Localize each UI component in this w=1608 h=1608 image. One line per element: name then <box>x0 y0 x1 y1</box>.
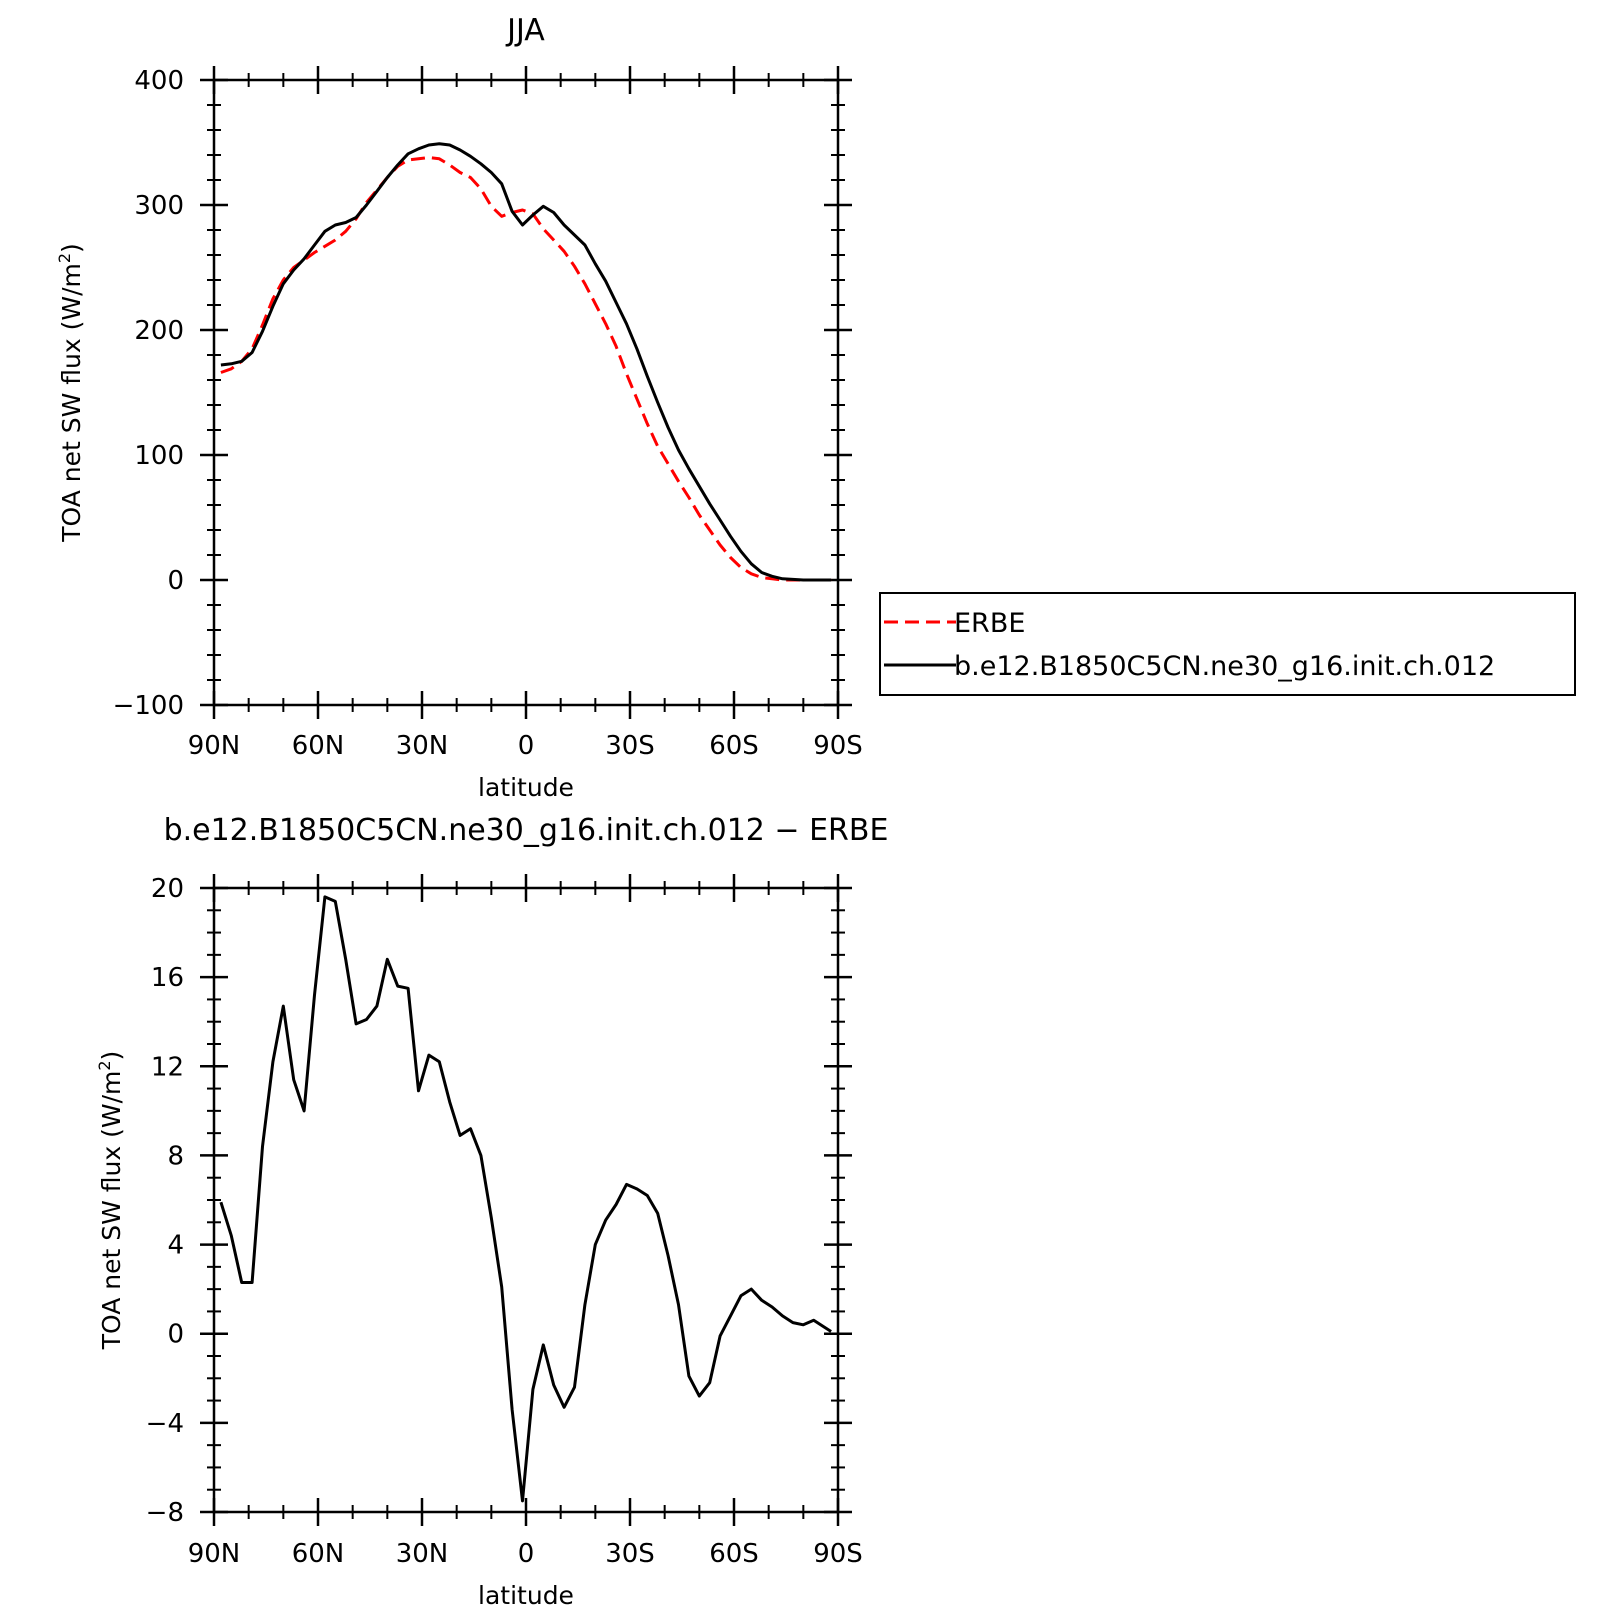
x-tick-label: 30N <box>396 731 449 761</box>
top-panel: JJA −100 0 100 200 300 400 90N 60N 30N 0 30S 60S 90S l… <box>55 13 863 802</box>
y-axis-label: TOA net SW flux (W/m2) <box>55 243 86 543</box>
y-tick-label: −100 <box>113 691 184 721</box>
y-axis-label-text: TOA net SW flux (W/m <box>57 263 86 543</box>
chart-title: b.e12.B1850C5CN.ne30_g16.init.ch.012 − E… <box>164 813 889 848</box>
x-tick-label: 60N <box>292 1539 345 1569</box>
x-tick-label: 0 <box>518 731 535 761</box>
y-tick-label: 100 <box>134 441 184 471</box>
x-tick-label: 0 <box>518 1539 535 1569</box>
x-axis-label: latitude <box>478 1581 574 1608</box>
x-tick-label: 60S <box>709 731 759 761</box>
legend-label: b.e12.B1850C5CN.ne30_g16.init.ch.012 <box>954 651 1495 682</box>
y-tick-label: 400 <box>134 66 184 96</box>
y-tick-label: 0 <box>167 1320 184 1350</box>
legend-box <box>879 592 1576 696</box>
x-tick-label: 90N <box>188 731 241 761</box>
y-tick-label: 200 <box>134 316 184 346</box>
series-line-second <box>220 142 832 582</box>
y-axis-label-text: TOA net SW flux (W/m <box>97 1071 126 1351</box>
x-tick-label: 30N <box>396 1539 449 1569</box>
x-tick-label: 60S <box>709 1539 759 1569</box>
y-axis-label-end: ) <box>97 1051 126 1061</box>
y-tick-label: 4 <box>167 1231 184 1261</box>
y-tick-label: 12 <box>151 1052 184 1082</box>
x-tick-label: 60N <box>292 731 345 761</box>
legend: ERBE b.e12.B1850C5CN.ne30_g16.init.ch.012 <box>879 592 1576 696</box>
series-line-first <box>219 895 832 1503</box>
y-tick-label: 16 <box>151 963 184 993</box>
x-tick-label: 30S <box>605 1539 655 1569</box>
y-tick-label: 20 <box>151 874 184 904</box>
y-tick-label: 0 <box>167 566 184 596</box>
x-tick-label: 90N <box>188 1539 241 1569</box>
y-axis-label-end: ) <box>57 243 86 253</box>
x-tick-label: 90S <box>813 731 863 761</box>
y-tick-label: −8 <box>146 1498 184 1528</box>
y-axis-label: TOA net SW flux (W/m2) <box>95 1051 126 1351</box>
series-line-first <box>220 156 832 582</box>
x-axis-label: latitude <box>478 773 574 802</box>
y-axis-label-superscript: 2 <box>55 253 74 263</box>
x-tick-label: 30S <box>605 731 655 761</box>
y-tick-label: 300 <box>134 191 184 221</box>
plot-frame <box>212 78 840 707</box>
chart-title: JJA <box>505 13 545 48</box>
x-tick-label: 90S <box>813 1539 863 1569</box>
legend-label: ERBE <box>954 608 1025 639</box>
y-tick-label: 8 <box>167 1141 184 1171</box>
y-axis-label-superscript: 2 <box>95 1060 114 1070</box>
bottom-panel: b.e12.B1850C5CN.ne30_g16.init.ch.012 − E… <box>95 813 888 1608</box>
plot-frame <box>212 886 840 1514</box>
y-tick-label: −4 <box>146 1409 184 1439</box>
